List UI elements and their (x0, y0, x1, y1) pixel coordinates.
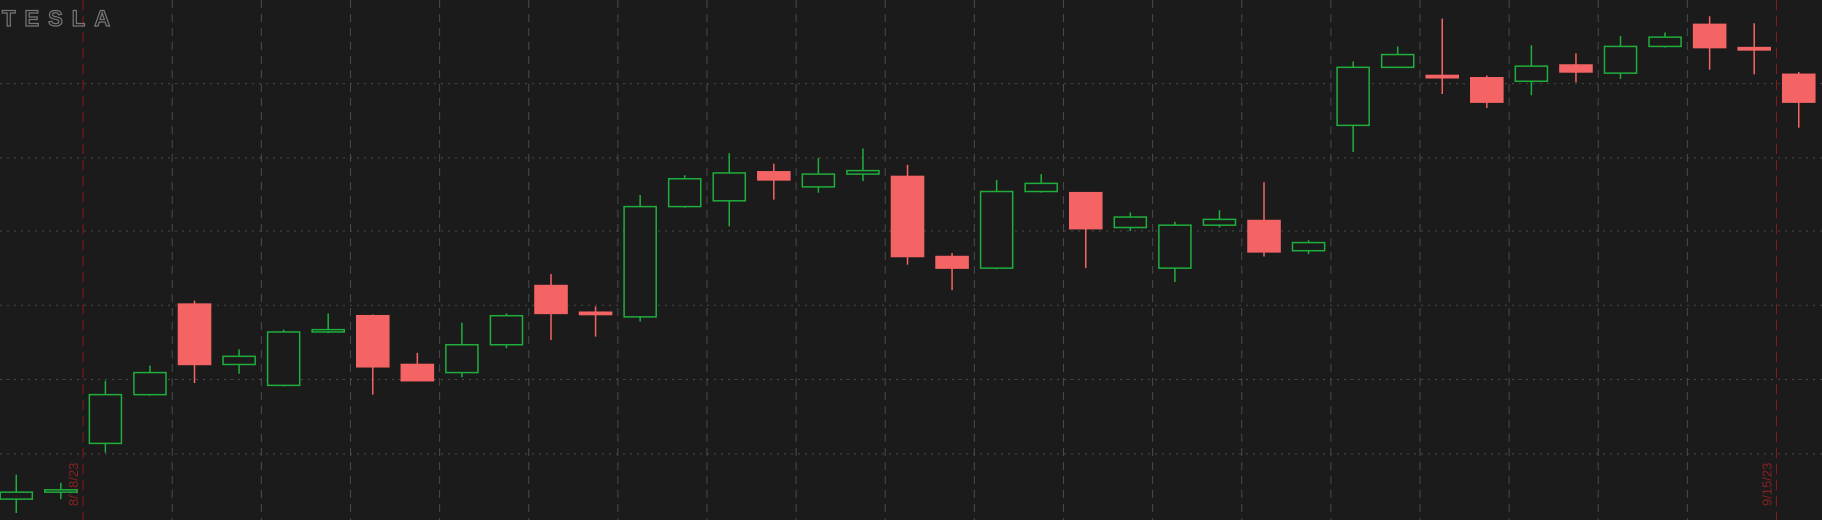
candle-body (177, 303, 212, 366)
chart-title: TESLA (2, 6, 119, 31)
candle-body (534, 284, 568, 315)
candle-body (1514, 65, 1549, 82)
candle-body (1559, 64, 1593, 73)
candle-body (1158, 224, 1192, 269)
candle-body (44, 489, 78, 493)
candle-body (489, 314, 524, 346)
candle-body (1068, 191, 1103, 230)
candle-body (801, 173, 836, 188)
candle-body (1202, 218, 1237, 226)
candle-body (578, 311, 613, 316)
candle-body (1470, 77, 1504, 103)
candle-body (1692, 23, 1727, 49)
candle-body (1781, 73, 1816, 103)
candle-body (133, 371, 167, 396)
candle-body (88, 393, 123, 445)
candle-body (400, 363, 435, 382)
candle-body (1024, 182, 1058, 193)
candle-body (712, 172, 747, 202)
candle-body (0, 491, 34, 500)
candle-body (1603, 45, 1638, 74)
candle-body (1336, 66, 1370, 127)
candle-body (846, 169, 880, 175)
candle-body (890, 175, 925, 258)
candle-body (222, 355, 256, 366)
candle-body (1247, 219, 1281, 253)
candle-body (1737, 46, 1771, 51)
candle-body (667, 178, 702, 208)
candle-body (935, 255, 969, 269)
candle-body (311, 328, 345, 333)
candle-body (1291, 241, 1326, 252)
candle-body (1425, 74, 1460, 79)
candle-body (757, 171, 791, 181)
candle-body (1648, 36, 1682, 48)
date-marker-label: 8/18/23 (66, 463, 81, 506)
date-marker-label: 9/15/23 (1759, 463, 1774, 506)
candle-body (623, 205, 657, 318)
candle-body (1113, 216, 1148, 229)
candle-body (266, 331, 301, 387)
candle-body (355, 314, 390, 368)
candle-body (445, 343, 479, 374)
candle-body (1380, 53, 1415, 69)
candle-body (979, 190, 1014, 269)
